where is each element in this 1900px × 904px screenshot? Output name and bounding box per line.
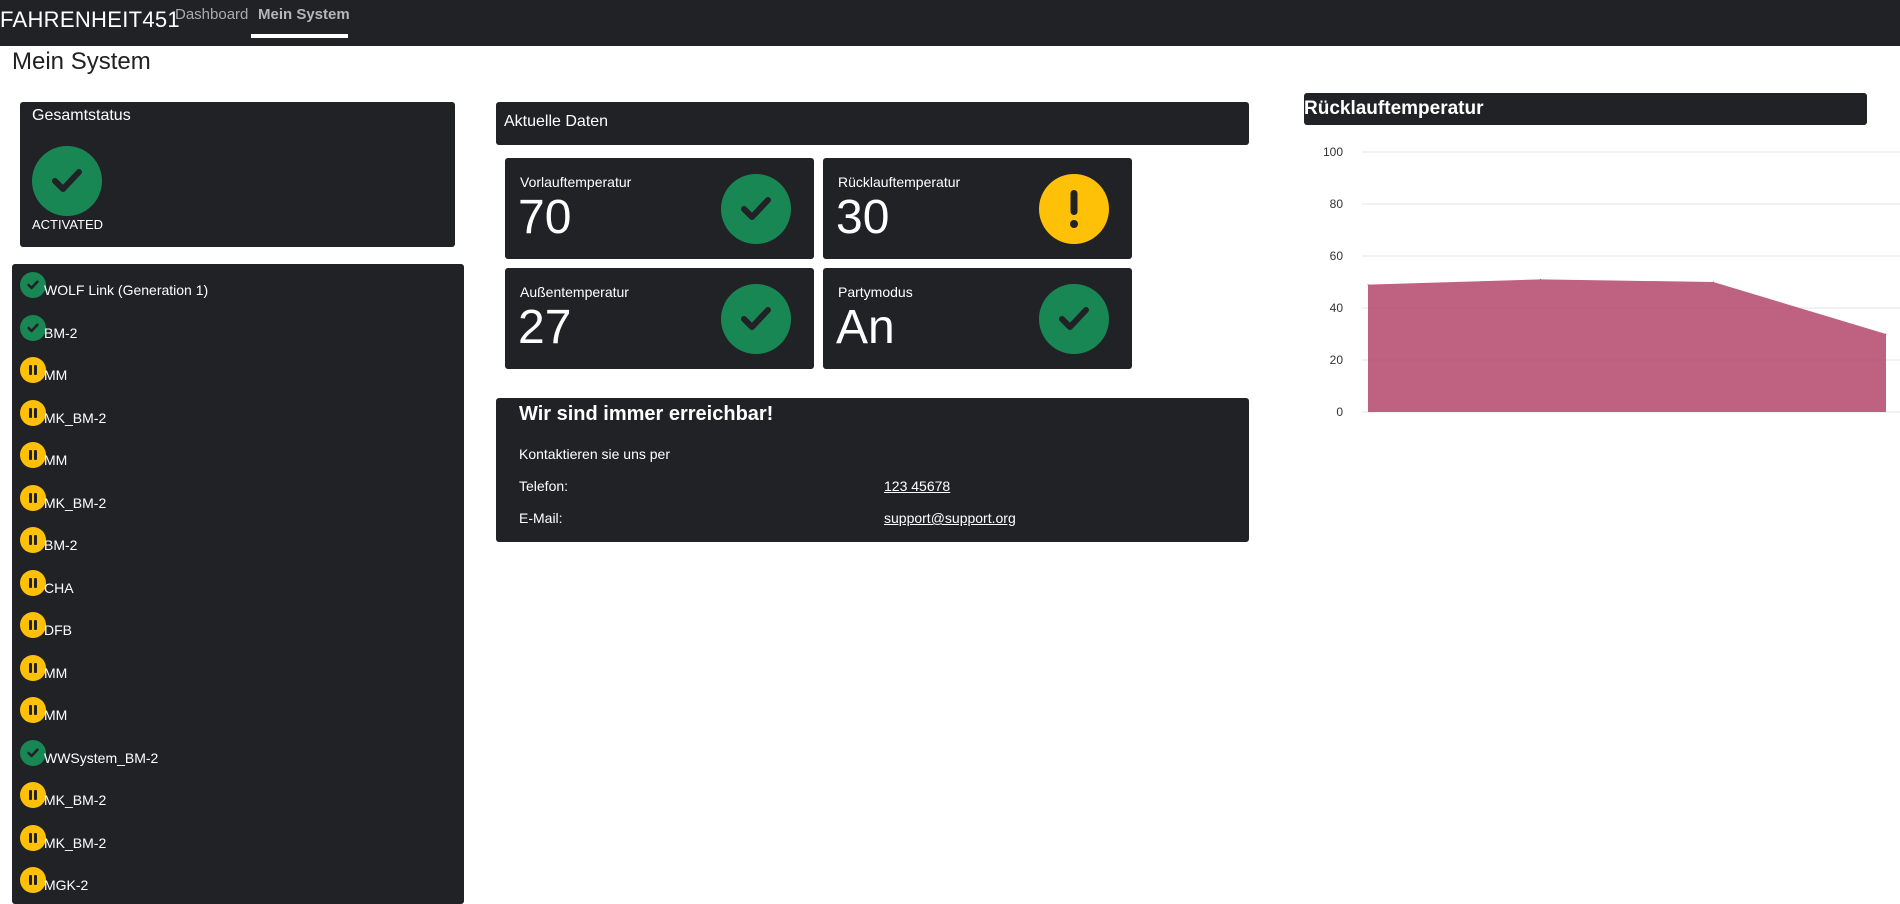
list-item[interactable]: DFB: [12, 612, 452, 642]
device-list-panel: WOLF Link (Generation 1) BM-2 MM MK_BM-2 MM M…: [12, 264, 464, 904]
y-tick-label: 80: [1330, 197, 1344, 211]
pause-icon: [20, 357, 46, 383]
tile-aussentemperatur[interactable]: Außentemperatur 27: [505, 268, 814, 369]
pause-icon: [20, 527, 46, 553]
pause-icon: [20, 654, 46, 681]
list-item-label: MK_BM-2: [44, 409, 107, 426]
y-tick-label: 40: [1330, 301, 1344, 315]
tab-mein-system[interactable]: Mein System: [258, 6, 350, 23]
pause-icon: [20, 484, 46, 511]
gesamtstatus-value: ACTIVATED: [32, 217, 104, 232]
list-item-label: BM-2: [44, 324, 78, 341]
pause-icon: [20, 612, 46, 638]
active-tab-indicator: [251, 34, 348, 38]
y-tick-label: 100: [1323, 145, 1343, 159]
list-item[interactable]: MGK-2: [12, 867, 452, 897]
tile-ruecklauftemperatur[interactable]: Rücklauftemperatur 30: [823, 158, 1132, 259]
tile-vorlauftemperatur[interactable]: Vorlauftemperatur 70: [505, 158, 814, 259]
list-item[interactable]: MM: [12, 357, 452, 387]
pause-icon: [20, 824, 46, 851]
top-navbar: FAHRENHEIT451 Dashboard Mein System: [0, 0, 1900, 46]
contact-intro: Kontaktieren sie uns per: [519, 446, 670, 462]
list-item-label: MK_BM-2: [44, 834, 107, 851]
list-item-label: WWSystem_BM-2: [44, 749, 159, 766]
tile-value: 70: [518, 191, 572, 244]
tile-value: 27: [518, 301, 572, 354]
list-item-label: MM: [44, 664, 68, 681]
check-icon: [721, 284, 791, 354]
list-item[interactable]: CHA: [12, 569, 452, 600]
check-icon: [721, 174, 791, 244]
area-series: [1368, 279, 1886, 412]
tab-dashboard[interactable]: Dashboard: [175, 6, 249, 23]
tile-value: An: [836, 301, 895, 354]
list-item[interactable]: BM-2: [12, 527, 452, 557]
tile-label: Partymodus: [838, 284, 913, 300]
ruecklauftemperatur-chart: 0 20 40 60 80 100: [1323, 145, 1900, 419]
check-icon: [20, 272, 46, 298]
y-tick-label: 20: [1330, 353, 1344, 367]
page-title: Mein System: [12, 48, 151, 75]
list-item[interactable]: BM-2: [12, 314, 452, 345]
chart-title: Rücklauftemperatur: [1304, 98, 1484, 119]
tile-value: 30: [836, 191, 890, 244]
pause-icon: [20, 569, 46, 596]
data-point: [1712, 281, 1714, 283]
list-item[interactable]: MK_BM-2: [12, 824, 452, 855]
pause-icon: [20, 867, 46, 893]
brand-logo[interactable]: FAHRENHEIT451: [0, 7, 180, 32]
list-item-label: MK_BM-2: [44, 494, 107, 511]
email-link[interactable]: support@support.org: [884, 510, 1016, 526]
data-point: [1885, 333, 1887, 335]
list-item[interactable]: MM: [12, 654, 452, 685]
gesamtstatus-panel: Gesamtstatus ACTIVATED: [20, 102, 455, 247]
email-label: E-Mail:: [519, 510, 563, 526]
aktuelle-daten-title: Aktuelle Daten: [504, 113, 609, 130]
list-item[interactable]: MM: [12, 697, 452, 727]
data-point: [1540, 278, 1542, 280]
chart-header: Rücklauftemperatur: [1304, 93, 1867, 125]
list-item-label: CHA: [44, 579, 74, 596]
y-tick-label: 60: [1330, 249, 1344, 263]
check-icon: [1039, 284, 1109, 354]
pause-icon: [20, 697, 46, 723]
phone-link[interactable]: 123 45678: [884, 478, 951, 494]
list-item[interactable]: WWSystem_BM-2: [12, 739, 452, 770]
exclamation-icon: [1039, 174, 1109, 244]
list-item-label: MM: [44, 707, 68, 723]
list-item-label: MM: [44, 367, 68, 383]
list-item[interactable]: WOLF Link (Generation 1): [12, 272, 452, 302]
pause-icon: [20, 442, 46, 468]
list-item-label: DFB: [44, 622, 72, 638]
tile-label: Rücklauftemperatur: [838, 174, 961, 190]
tile-label: Außentemperatur: [520, 284, 629, 300]
phone-label: Telefon:: [519, 478, 569, 494]
list-item[interactable]: MM: [12, 442, 452, 472]
tile-label: Vorlauftemperatur: [520, 174, 632, 190]
list-item[interactable]: MK_BM-2: [12, 484, 452, 515]
contact-title: Wir sind immer erreichbar!: [519, 403, 774, 425]
check-icon: [20, 314, 46, 341]
list-item-label: WOLF Link (Generation 1): [44, 282, 209, 298]
list-item-label: MGK-2: [44, 877, 89, 893]
pause-icon: [20, 399, 46, 426]
list-item[interactable]: MK_BM-2: [12, 782, 452, 812]
list-item-label: BM-2: [44, 537, 78, 553]
check-icon: [20, 739, 46, 766]
data-point: [1367, 284, 1369, 286]
y-tick-label: 0: [1336, 405, 1343, 419]
tile-partymodus[interactable]: Partymodus An: [823, 268, 1132, 369]
list-item[interactable]: MK_BM-2: [12, 399, 452, 430]
gesamtstatus-title: Gesamtstatus: [32, 107, 131, 124]
contact-panel: Wir sind immer erreichbar! Kontaktieren …: [496, 398, 1249, 542]
list-item-label: MK_BM-2: [44, 792, 107, 808]
aktuelle-daten-header: Aktuelle Daten: [496, 102, 1249, 145]
list-item-label: MM: [44, 452, 68, 468]
pause-icon: [20, 782, 46, 808]
check-icon: [32, 146, 102, 216]
